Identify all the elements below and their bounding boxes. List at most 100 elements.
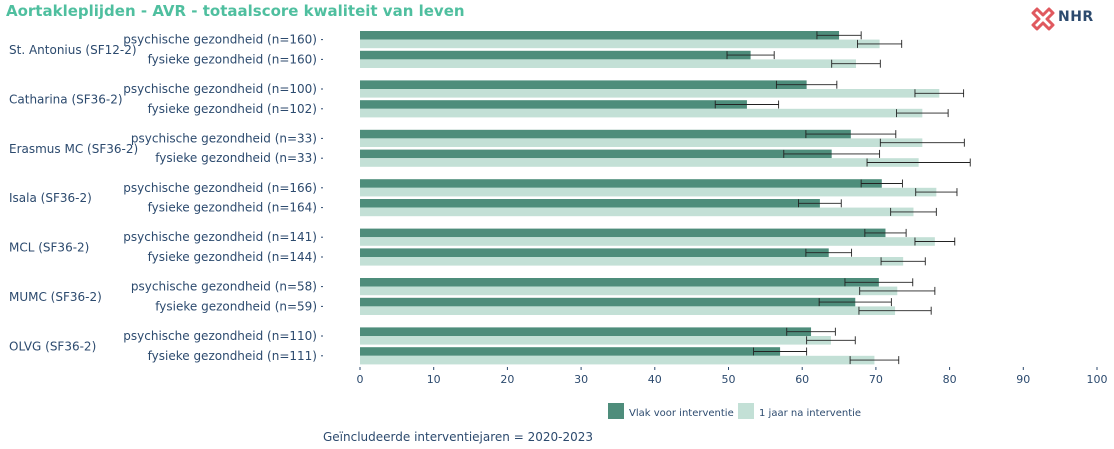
error-bar-before <box>726 51 775 60</box>
measure-label: fysieke gezondheid (n=33) <box>155 151 317 165</box>
error-bar-after <box>915 188 958 197</box>
measure-label: fysieke gezondheid (n=144) <box>148 250 317 264</box>
measure-label: psychische gezondheid (n=100) <box>123 82 317 96</box>
x-tick-label: 20 <box>500 373 514 386</box>
bar-before <box>360 278 879 287</box>
bar-after <box>360 286 898 296</box>
bar-after <box>360 207 914 217</box>
bar-before <box>360 100 747 109</box>
measure-label: fysieke gezondheid (n=111) <box>148 349 317 363</box>
x-tick-label: 100 <box>1087 373 1108 386</box>
bar-after <box>360 138 923 147</box>
bar-before <box>360 347 781 356</box>
measure-label: psychische gezondheid (n=110) <box>123 329 317 343</box>
bar-before <box>360 228 886 238</box>
error-bar-after <box>896 109 949 118</box>
bar-before <box>360 297 856 307</box>
hospital-label: MCL (SF36-2) <box>9 241 89 255</box>
x-tick-label: 40 <box>648 373 662 386</box>
error-bar-before <box>753 347 808 356</box>
row-labels: St. Antonius (SF12-2)psychische gezondhe… <box>9 33 323 363</box>
x-tick-label: 50 <box>722 373 736 386</box>
hospital-label: Isala (SF36-2) <box>9 191 92 205</box>
footer-note: Geïncludeerde interventiejaren = 2020-20… <box>323 430 593 444</box>
error-bar-after <box>890 207 937 216</box>
bar-after <box>360 336 831 345</box>
error-bar-after <box>806 336 856 345</box>
hospital-label: St. Antonius (SF12-2) <box>9 43 137 57</box>
bar-after <box>360 257 904 266</box>
measure-label: psychische gezondheid (n=166) <box>123 181 317 195</box>
measure-label: psychische gezondheid (n=141) <box>123 230 317 244</box>
bar-after <box>360 108 923 118</box>
bar-after <box>360 187 937 197</box>
hospital-label: Catharina (SF36-2) <box>9 92 123 106</box>
measure-label: psychische gezondheid (n=33) <box>131 131 317 145</box>
x-tick-label: 90 <box>1016 373 1030 386</box>
hospital-label: OLVG (SF36-2) <box>9 339 96 353</box>
measure-label: fysieke gezondheid (n=59) <box>155 299 317 313</box>
error-bar-before <box>844 278 914 287</box>
legend: Vlak voor interventie 1 jaar na intervent… <box>608 403 861 419</box>
legend-label: 1 jaar na interventie <box>759 408 861 419</box>
error-bar-before <box>860 179 903 188</box>
bar-before <box>360 50 751 60</box>
bar-after <box>360 59 857 68</box>
bar-after <box>360 237 935 246</box>
error-bar-before <box>714 100 780 109</box>
error-bar-before <box>816 31 862 40</box>
error-bar-before <box>805 248 853 257</box>
bar-before <box>360 31 840 40</box>
x-tick-label: 80 <box>943 373 957 386</box>
x-tick-label: 30 <box>574 373 588 386</box>
error-bar-before <box>775 80 838 89</box>
error-bar-before <box>786 327 836 336</box>
x-tick-label: 70 <box>869 373 883 386</box>
legend-swatch <box>738 403 754 419</box>
error-bar-before <box>864 228 907 237</box>
error-bar-before <box>805 130 897 139</box>
bar-before <box>360 80 807 89</box>
bar-before <box>360 248 829 257</box>
error-bar-after <box>880 257 926 266</box>
nhr-cross-logo-icon <box>1031 7 1055 31</box>
bar-after <box>360 158 919 167</box>
logo-text: NHR <box>1058 9 1094 25</box>
legend-item-before: Vlak voor interventie <box>608 403 734 419</box>
error-bar-after <box>849 356 900 365</box>
x-tick-label: 0 <box>357 373 364 386</box>
measure-label: psychische gezondheid (n=160) <box>123 33 317 47</box>
bars <box>360 31 971 365</box>
bar-after <box>360 39 880 49</box>
measure-label: fysieke gezondheid (n=102) <box>148 102 317 116</box>
error-bar-after <box>879 138 965 147</box>
error-bar-after <box>857 39 903 48</box>
error-bar-after <box>831 59 881 68</box>
x-axis: 0 10 20 30 40 50 60 70 80 90 100 <box>357 367 1108 386</box>
hospital-label: MUMC (SF36-2) <box>9 290 102 304</box>
measure-label: fysieke gezondheid (n=164) <box>148 201 317 215</box>
chart-title: Aortakleplijden - AVR - totaalscore kwal… <box>6 2 465 20</box>
bar-before <box>360 327 812 336</box>
x-tick-label: 10 <box>427 373 441 386</box>
measure-label: psychische gezondheid (n=58) <box>131 280 317 294</box>
error-bar-after <box>858 306 932 315</box>
legend-label: Vlak voor interventie <box>629 408 734 419</box>
error-bar-before <box>818 298 892 307</box>
error-bar-after <box>859 286 936 295</box>
bar-after <box>360 306 896 315</box>
measure-label: fysieke gezondheid (n=160) <box>148 52 317 66</box>
nhr-logo: NHR <box>1031 7 1111 31</box>
error-bar-after <box>914 89 965 98</box>
bar-after <box>360 355 875 365</box>
x-tick-label: 60 <box>795 373 809 386</box>
hospital-label: Erasmus MC (SF36-2) <box>9 142 138 156</box>
bar-before <box>360 149 832 159</box>
error-bar-before <box>783 149 881 158</box>
legend-item-after: 1 jaar na interventie <box>738 403 861 419</box>
bar-before <box>360 179 882 188</box>
bar-after <box>360 89 940 98</box>
bar-before <box>360 199 820 208</box>
legend-swatch <box>608 403 624 419</box>
